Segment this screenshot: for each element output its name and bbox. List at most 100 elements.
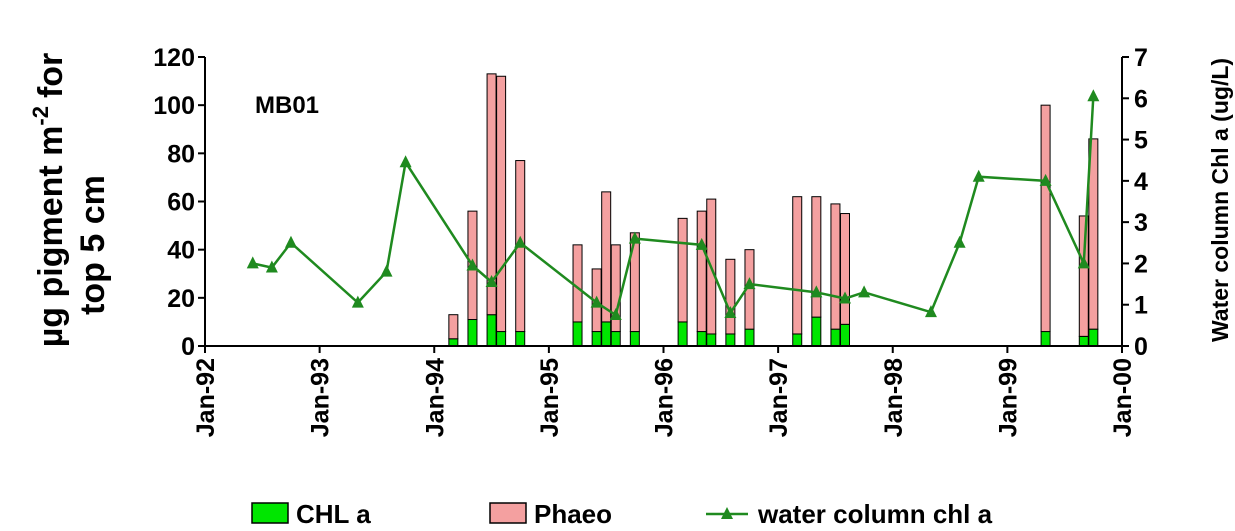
- bar-segment: [811, 316, 822, 347]
- y2-tick-label: 3: [1134, 209, 1148, 237]
- bar-segment: [744, 328, 755, 347]
- line-marker: [485, 275, 498, 288]
- line-marker: [1039, 173, 1052, 186]
- bar-segment: [601, 191, 612, 323]
- bar-segment: [839, 323, 850, 347]
- y-axis-label-line2: top 5 cm: [74, 175, 112, 315]
- bar-segment: [725, 258, 736, 335]
- line-marker: [284, 235, 297, 248]
- bar-segment: [1088, 328, 1099, 347]
- bar-segment: [1040, 331, 1051, 347]
- legend-swatch: [489, 502, 527, 524]
- bar-segment: [515, 331, 526, 347]
- bar-segment: [610, 331, 621, 347]
- x-tick-label: Jan-99: [994, 358, 1022, 437]
- bar-segment: [1078, 335, 1089, 347]
- bar-segment: [601, 321, 612, 347]
- line-marker: [972, 169, 985, 182]
- bar-segment: [830, 328, 841, 347]
- y2-tick-label: 1: [1134, 292, 1148, 320]
- line-marker: [953, 235, 966, 248]
- bar-segment: [1040, 104, 1051, 333]
- line-marker: [724, 305, 737, 318]
- line-marker: [1087, 89, 1100, 102]
- bar-segment: [677, 217, 688, 323]
- line-marker: [858, 285, 871, 298]
- line-marker: [380, 264, 393, 277]
- bar-segment: [448, 338, 459, 347]
- line-marker: [514, 235, 527, 248]
- bar-segment: [496, 331, 507, 347]
- y-tick-label: 0: [181, 333, 195, 361]
- bar-segment: [467, 319, 478, 347]
- x-tick-label: Jan-93: [307, 358, 335, 437]
- line-marker: [590, 295, 603, 308]
- line-marker: [466, 258, 479, 271]
- bar-segment: [696, 210, 707, 333]
- bar-segment: [706, 333, 717, 347]
- bar-segment: [696, 331, 707, 347]
- bar-segment: [629, 331, 640, 347]
- line-marker: [265, 260, 278, 273]
- x-tick-label: Jan-97: [765, 358, 793, 437]
- x-tick-label: Jan-95: [536, 358, 564, 437]
- y2-tick-label: 5: [1134, 127, 1148, 155]
- y-label-tail: for: [32, 53, 70, 98]
- y-tick-label: 60: [167, 189, 195, 217]
- bar-segment: [572, 244, 583, 323]
- bar-segment: [811, 196, 822, 318]
- line-marker: [628, 231, 641, 244]
- bar-segment: [486, 314, 497, 347]
- legend-label: water column chl a: [757, 499, 993, 529]
- y-tick-label: 120: [153, 44, 195, 72]
- bar-segment: [1088, 138, 1099, 330]
- line-marker: [1077, 256, 1090, 269]
- y-tick-label: 40: [167, 237, 195, 265]
- annotation: MB01: [255, 92, 319, 119]
- x-tick-label: Jan-98: [880, 358, 908, 437]
- line-marker: [810, 285, 823, 298]
- y2-tick-label: 7: [1134, 44, 1148, 72]
- line-marker: [743, 277, 756, 290]
- y2-tick-label: 0: [1134, 333, 1148, 361]
- bar-segment: [448, 314, 459, 340]
- line: [252, 96, 1095, 318]
- bar-segment: [572, 321, 583, 347]
- y-label-sup: -2: [28, 106, 53, 126]
- y-tick-label: 80: [167, 140, 195, 168]
- y-tick-label: 20: [167, 285, 195, 313]
- line-marker: [246, 256, 259, 269]
- line-marker: [609, 308, 622, 321]
- bar-segment: [792, 333, 803, 347]
- line-marker: [695, 237, 708, 250]
- bar-segment: [839, 213, 850, 325]
- y2-axis-label: Water column Chl a (ug/L): [1207, 58, 1233, 342]
- y2-tick-label: 4: [1134, 168, 1148, 196]
- bar-segment: [486, 73, 497, 316]
- bar-segment: [1078, 215, 1089, 337]
- x-tick-label: Jan-92: [192, 358, 220, 437]
- x-tick-label: Jan-96: [651, 358, 679, 437]
- y-label-main: µg pigment m: [32, 126, 70, 348]
- bar-segment: [830, 203, 841, 330]
- line-marker: [399, 155, 412, 168]
- x-tick-label: Jan-94: [421, 358, 449, 437]
- bar-segment: [496, 75, 507, 333]
- bar-segment: [677, 321, 688, 347]
- line-marker: [924, 305, 937, 318]
- legend-marker: [721, 507, 733, 519]
- legend-label: CHL a: [296, 499, 371, 529]
- bar-segment: [591, 331, 602, 347]
- legend-swatch: [251, 502, 289, 524]
- y2-tick-label: 2: [1134, 250, 1148, 278]
- line-marker: [838, 291, 851, 304]
- y-axis-label: µg pigment m-2 for: [28, 53, 70, 348]
- bar-segment: [792, 196, 803, 335]
- y2-tick-label: 6: [1134, 85, 1148, 113]
- x-tick-label: Jan-00: [1109, 358, 1137, 437]
- y-tick-label: 100: [153, 92, 195, 120]
- bar-segment: [725, 333, 736, 347]
- legend-label: Phaeo: [534, 499, 612, 529]
- bar-segment: [610, 244, 621, 333]
